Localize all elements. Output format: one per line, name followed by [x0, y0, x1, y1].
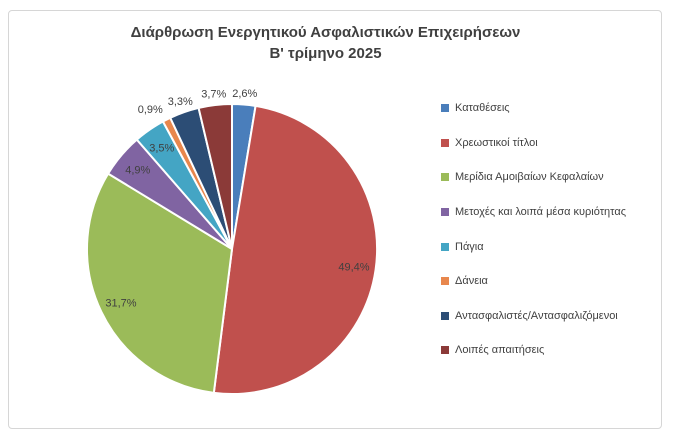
legend-item-8: Λοιπές απαιτήσεις: [441, 333, 656, 368]
legend-label: Χρεωστικοί τίτλοι: [455, 136, 538, 149]
legend-label: Δάνεια: [455, 275, 488, 288]
legend-item-3: Μερίδια Αμοιβαίων Κεφαλαίων: [441, 160, 656, 195]
pie-data-label-4: 4,9%: [125, 165, 150, 177]
legend-label: Λοιπές απαιτήσεις: [455, 344, 545, 357]
pie-data-label-6: 0,9%: [138, 104, 163, 116]
chart-title-line1: Διάρθρωση Ενεργητικού Ασφαλιστικών Επιχε…: [130, 24, 521, 41]
legend-swatch-icon: [441, 173, 449, 182]
pie-slice-8: [197, 103, 233, 250]
pie-data-label-8: 3,7%: [201, 89, 226, 101]
legend-swatch-icon: [441, 104, 449, 113]
pie-data-label-7: 3,3%: [168, 96, 193, 108]
legend-label: Καταθέσεις: [455, 102, 510, 115]
legend-item-4: Μετοχές και λοιπά μέσα κυριότητας: [441, 195, 656, 230]
pie-data-label-1: 2,6%: [232, 88, 257, 100]
chart-title-line2: Β' τρίμηνο 2025: [269, 45, 382, 62]
legend-label: Μερίδια Αμοιβαίων Κεφαλαίων: [455, 171, 604, 184]
legend-swatch-icon: [441, 208, 449, 217]
legend-item-6: Δάνεια: [441, 264, 656, 299]
chart-frame: Διάρθρωση Ενεργητικού Ασφαλιστικών Επιχε…: [8, 10, 662, 429]
legend-item-5: Πάγια: [441, 229, 656, 264]
legend-item-2: Χρεωστικοί τίτλοι: [441, 126, 656, 161]
pie-slice-2: [212, 104, 379, 396]
legend-swatch-icon: [441, 242, 449, 251]
legend-swatch-icon: [441, 346, 449, 355]
legend-item-1: Καταθέσεις: [441, 91, 656, 126]
legend-label: Πάγια: [455, 240, 484, 253]
pie-chart-svg: 2,6% 49,4% 31,7% 4,9% 3,5% 0,9% 3,3% 3,7%: [86, 88, 379, 396]
pie-data-label-5: 3,5%: [149, 143, 174, 155]
legend-swatch-icon: [441, 277, 449, 286]
pie-data-label-2: 49,4%: [338, 262, 369, 274]
legend-swatch-icon: [441, 311, 449, 320]
legend-item-7: Αντασφαλιστές/Αντασφαλιζόμενοι: [441, 299, 656, 334]
pie-data-label-3: 31,7%: [105, 298, 136, 310]
legend-label: Μετοχές και λοιπά μέσα κυριότητας: [455, 206, 627, 219]
chart-legend: Καταθέσεις Χρεωστικοί τίτλοι Μερίδια Αμοιβ…: [441, 91, 656, 368]
legend-swatch-icon: [441, 138, 449, 147]
chart-title: Διάρθρωση Ενεργητικού Ασφαλιστικών Επιχε…: [9, 22, 642, 64]
legend-label: Αντασφαλιστές/Αντασφαλιζόμενοι: [455, 309, 618, 322]
pie-slice-3: [86, 172, 233, 394]
